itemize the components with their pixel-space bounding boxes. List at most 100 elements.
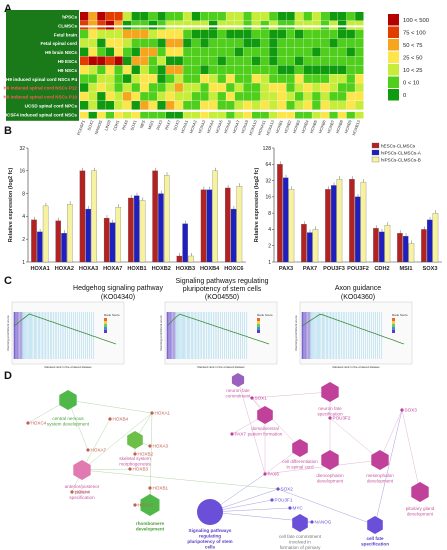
y-tick-label: 8 [268, 211, 271, 217]
heatmap-cell [174, 47, 183, 57]
heatmap-cell [157, 83, 166, 92]
heatmap-cell [277, 56, 287, 66]
heatmap-cell [286, 56, 295, 66]
heatmap-cell [338, 20, 347, 30]
bar-chart-hox: 1 2 4 8 16 32 Relative expression (log2 fc) HOX… [8, 146, 246, 272]
heatmap-cell [148, 74, 158, 83]
network-gene-label: NANOG [315, 520, 332, 525]
heatmap-cell [320, 83, 330, 92]
heatmap-cell [312, 74, 321, 83]
heatmap-cell [252, 20, 261, 30]
heatmap-row-label: UCSF4 induced spinal cord NSCs [4, 112, 78, 117]
heatmap-cell [88, 101, 97, 110]
bar [325, 189, 331, 263]
heatmap-cell [97, 83, 106, 92]
heatmap-cell [346, 38, 355, 48]
gsea-title-line1: Signaling pathways regulating [175, 278, 268, 285]
heatmap-cell [174, 83, 183, 92]
heatmap-cell [269, 83, 278, 92]
network-term-label: development [136, 527, 165, 532]
heatmap-cell [209, 74, 218, 83]
heatmap-cell [105, 83, 115, 92]
heatmap-row-label: H9 induced spinal cord NSCs P19 [3, 95, 77, 100]
heatmap-row-label: H9 induced spinal cord NSCs P12 [3, 86, 77, 91]
bar [312, 229, 319, 263]
heatmap-cell [320, 92, 330, 101]
gsea-legend-swatch [392, 330, 395, 333]
gsea-code: (KO04550) [205, 294, 239, 301]
network-edge [379, 409, 403, 461]
network-gene-label: SOX3 [405, 408, 418, 413]
gsea-legend-swatch [392, 327, 395, 330]
heatmap-cell [123, 38, 132, 48]
bar [158, 193, 164, 263]
heatmap-column-label: SOX3 [172, 119, 181, 131]
bar [115, 207, 122, 263]
heatmap-cell [105, 101, 115, 110]
heatmap-column-label: HOXB5 [309, 119, 319, 134]
heatmap-cell [131, 56, 140, 66]
bar [421, 229, 427, 263]
heatmap-separator [80, 109, 364, 112]
heatmap-cell [166, 47, 175, 57]
heatmap-cell [303, 83, 312, 92]
y-tick-label: 1 [268, 260, 271, 266]
heatmap-cell [277, 12, 287, 21]
heatmap-cell [123, 47, 132, 57]
heatmap-cell [329, 47, 338, 57]
gsea-legend-swatch [104, 321, 107, 324]
heatmap-cell [320, 29, 330, 39]
y-tick-label: 4 [268, 227, 271, 233]
heatmap-cell [269, 109, 278, 119]
network-term-label: morphogenesis [119, 462, 151, 467]
network-edge [81, 412, 153, 471]
network-term-label: involved in [289, 540, 311, 545]
heatmap-cell [243, 12, 252, 21]
bar [225, 187, 231, 263]
heatmap-cell [260, 29, 269, 39]
heatmap-cell [123, 56, 132, 66]
heatmap-cell [200, 47, 209, 57]
heatmap-grid [80, 12, 364, 119]
heatmap-cell [346, 47, 355, 57]
bar [55, 220, 61, 263]
heatmap-column-label: SOX1 [129, 119, 138, 131]
heatmap-cell [303, 109, 312, 119]
heatmap-cell [209, 56, 218, 66]
heatmap-cell [252, 47, 261, 57]
y-tick-label: 128 [263, 146, 272, 152]
heatmap-cell [105, 92, 115, 101]
heatmap-cell [191, 56, 201, 66]
heatmap-cell [234, 12, 244, 21]
heatmap-cell [303, 47, 312, 57]
network-gene-label: PAX7 [235, 432, 247, 437]
heatmap-column-label: HOXB4 [300, 119, 310, 134]
network-term-node [73, 460, 91, 480]
heatmap-cell [148, 20, 158, 30]
heatmap-column-label: HOXB9 [343, 119, 353, 134]
heatmap-cell [183, 74, 192, 83]
legend-swatch [388, 26, 399, 38]
heatmap-cell [260, 92, 269, 101]
network-gene-node [148, 486, 152, 490]
heatmap-cell [88, 109, 97, 119]
heatmap-row-label: UCSD spinal cord NPCs [25, 104, 78, 109]
heatmap-cell [88, 38, 97, 48]
network-term-label: pattern formation [248, 432, 283, 437]
heatmap-cell [123, 65, 132, 74]
panel-label-a: A [4, 3, 12, 15]
x-tick-label: CDH2 [374, 266, 389, 272]
gsea-code: (KO04340) [101, 294, 135, 301]
network-term-label: Signaling pathways [189, 528, 232, 533]
heatmap-column-label: PAX6 [121, 119, 129, 131]
network-term-label: formation of primary [280, 545, 322, 550]
y-tick-label: 64 [265, 162, 271, 168]
heatmap-cell [286, 20, 295, 30]
heatmap-cell [183, 109, 192, 119]
heatmap-legend: 100 < 500 75 < 100 50 < 75 25 < 50 10 < 25 0 … [388, 14, 429, 101]
heatmap-row-labels: hPSCs CLMSCs Fetal brain Fetal spinal cord H… [3, 10, 79, 121]
network-edge [209, 507, 291, 513]
bar [61, 233, 67, 263]
heatmap-cell [346, 83, 355, 92]
network-gene-node [250, 396, 254, 400]
